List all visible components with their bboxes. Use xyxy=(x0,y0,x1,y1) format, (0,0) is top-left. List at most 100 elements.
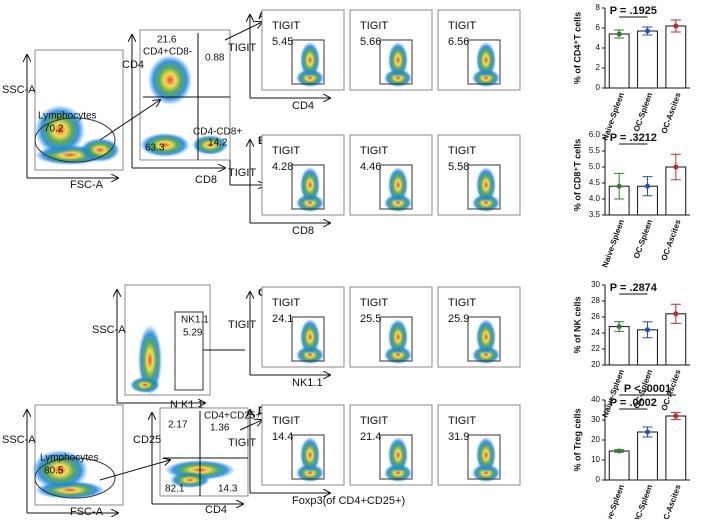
label: TIGIT xyxy=(272,145,300,157)
label: 70.2 xyxy=(44,124,64,135)
label: SSC-A xyxy=(92,324,126,336)
label: 82.1 xyxy=(165,484,185,495)
p-value: P < .0001 xyxy=(624,383,671,395)
y-tick-label: 24 xyxy=(591,328,600,337)
label: 4.28 xyxy=(272,161,293,173)
label: TIGIT xyxy=(448,145,476,157)
label: NK1.1 xyxy=(181,315,209,326)
label: 80.5 xyxy=(44,466,64,477)
y-tick-label: 4.5 xyxy=(589,178,601,187)
gate xyxy=(291,434,325,480)
label: CD8 xyxy=(195,174,217,186)
bar xyxy=(665,415,687,481)
p-value: P = .1925 xyxy=(610,5,657,17)
x-tick-label: OC-Ascites xyxy=(659,483,682,519)
x-tick-label: OC-Ascites xyxy=(659,218,682,262)
label: 2.17 xyxy=(168,420,188,431)
p-value: P = .2874 xyxy=(610,282,658,294)
gate xyxy=(291,39,325,85)
p-value: P = .3212 xyxy=(610,132,657,144)
category-color xyxy=(645,327,650,333)
category-color xyxy=(673,23,679,29)
label: 31.9 xyxy=(448,431,469,443)
y-tick-label: 10 xyxy=(591,455,600,464)
density xyxy=(476,42,496,78)
category-color xyxy=(673,164,679,170)
y-tick-label: 26 xyxy=(591,312,600,321)
bar xyxy=(637,30,658,89)
y-tick-label: 30 xyxy=(591,280,600,289)
label: TIGIT xyxy=(360,297,388,309)
category-color xyxy=(645,28,650,34)
label: CD4 xyxy=(292,100,314,112)
gate xyxy=(379,434,413,480)
bar xyxy=(608,326,630,366)
y-label: % of Treg cells xyxy=(572,408,582,471)
x-tick-label: OC-Spleen xyxy=(632,91,654,133)
gate xyxy=(467,434,501,480)
density xyxy=(388,167,408,203)
label: 14.2 xyxy=(208,138,228,149)
category-color xyxy=(616,448,622,454)
y-tick-label: 0 xyxy=(596,83,601,92)
density xyxy=(388,319,408,355)
density xyxy=(80,138,120,162)
y-tick-label: 4 xyxy=(596,43,601,52)
y-label: % of CD4⁺T cells xyxy=(572,12,582,84)
gate xyxy=(291,164,325,210)
y-tick-label: 30 xyxy=(591,415,600,424)
y-tick-label: 5.5 xyxy=(589,146,601,155)
label: 6.56 xyxy=(448,36,469,48)
category-color xyxy=(616,31,622,37)
label: 25.5 xyxy=(360,313,381,325)
density xyxy=(148,55,192,105)
gate xyxy=(467,39,501,85)
label: 24.1 xyxy=(272,313,293,325)
density xyxy=(388,437,408,473)
label: TIGIT xyxy=(360,20,388,32)
category-color xyxy=(673,413,679,419)
gate xyxy=(467,316,501,362)
y-tick-label: 0 xyxy=(596,475,601,484)
connector xyxy=(99,460,170,481)
connector xyxy=(239,420,262,431)
y-tick-label: 22 xyxy=(591,344,600,353)
y-tick-label: 8 xyxy=(596,3,601,12)
connector xyxy=(224,22,262,41)
label: TIGIT xyxy=(272,415,300,427)
label: Lymphocytes xyxy=(38,111,97,122)
density xyxy=(140,133,190,157)
label: CD4+CD8- xyxy=(143,47,192,58)
gate xyxy=(34,117,116,163)
y-tick-label: 3.5 xyxy=(589,210,601,219)
label: SSC-A xyxy=(2,84,36,96)
label: 14.4 xyxy=(272,431,293,443)
label: TIGIT xyxy=(360,415,388,427)
bar xyxy=(608,450,630,481)
label: CD25 xyxy=(133,434,161,446)
category-color xyxy=(645,183,650,189)
y-tick-label: 5.0 xyxy=(589,162,601,171)
label: CD4 xyxy=(205,504,227,516)
label: FSC-A xyxy=(70,179,104,191)
label: TIGIT xyxy=(448,20,476,32)
x-tick-label: Naive-Spleen xyxy=(600,483,626,519)
label: TIGIT xyxy=(448,415,476,427)
density xyxy=(130,377,160,393)
category-color xyxy=(673,311,679,317)
label: TIGIT xyxy=(228,167,256,179)
label: 0.88 xyxy=(205,53,225,64)
label: TIGIT xyxy=(272,297,300,309)
label: 5.45 xyxy=(272,36,293,48)
density xyxy=(388,42,408,78)
flow-plot xyxy=(124,284,211,396)
label: 5.66 xyxy=(360,36,381,48)
label: 14.3 xyxy=(218,484,238,495)
gate xyxy=(379,39,413,85)
label: TIGIT xyxy=(228,42,256,54)
density xyxy=(476,437,496,473)
y-label: % of NK cells xyxy=(572,296,582,353)
y-tick-label: 6.0 xyxy=(589,130,601,139)
